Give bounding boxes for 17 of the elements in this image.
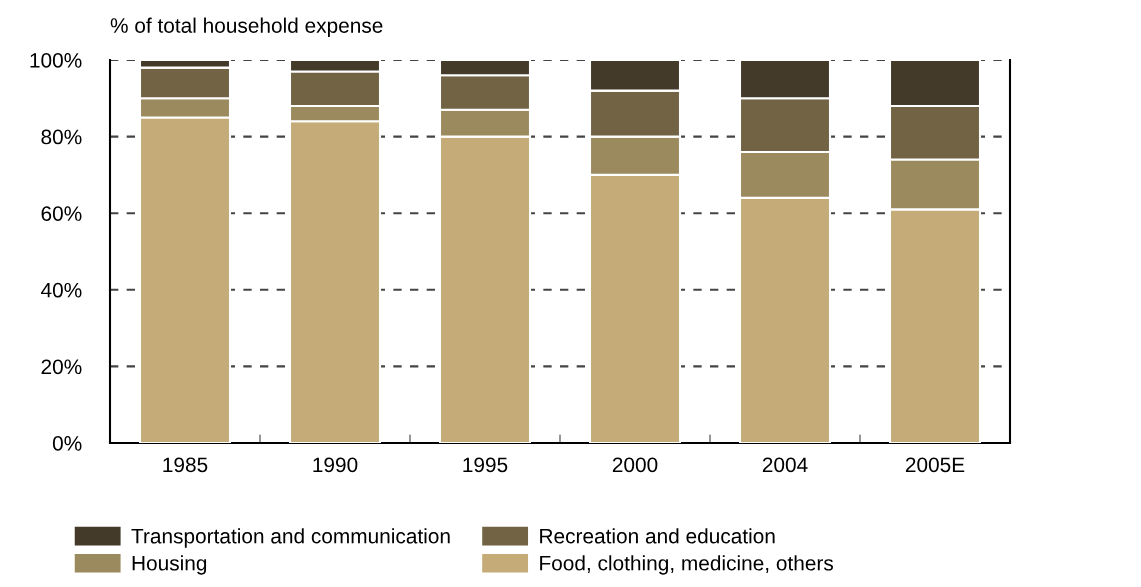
y-tick-label: 40% <box>41 282 82 298</box>
y-axis-title: % of total household expense <box>110 17 383 38</box>
x-tick-label: 1995 <box>463 457 508 473</box>
x-tick-label: 2005E <box>905 457 965 473</box>
legend-label: Recreation and education <box>540 528 775 544</box>
legend-label: Housing <box>132 555 207 575</box>
legend-label: Food, clothing, medicine, others <box>540 555 834 575</box>
x-tick-label: 2004 <box>762 457 808 473</box>
y-tick-label: 60% <box>41 206 82 221</box>
x-tick-label: 2000 <box>612 457 658 473</box>
y-tick-label: 100% <box>30 53 82 68</box>
legend-label: Transportation and communication <box>131 528 450 548</box>
x-tick-label: 1985 <box>163 457 208 473</box>
x-tick-label: 1990 <box>313 457 358 473</box>
y-tick-label: 80% <box>41 129 82 145</box>
y-tick-label: 20% <box>41 359 82 375</box>
y-tick-label: 0% <box>52 436 82 451</box>
